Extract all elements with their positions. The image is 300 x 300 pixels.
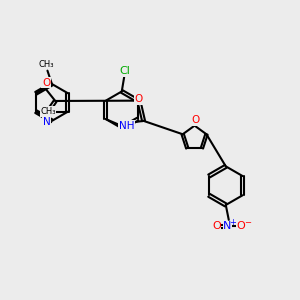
Text: CH₃: CH₃ xyxy=(40,107,56,116)
Text: CH₃: CH₃ xyxy=(38,60,54,69)
Text: NH: NH xyxy=(119,121,134,131)
Text: +: + xyxy=(229,218,236,227)
Text: O: O xyxy=(191,115,199,125)
Text: Cl: Cl xyxy=(119,66,130,76)
Text: O: O xyxy=(42,77,50,88)
Text: O: O xyxy=(237,221,246,231)
Text: −: − xyxy=(244,218,251,227)
Text: N: N xyxy=(43,117,50,127)
Text: O: O xyxy=(212,221,221,231)
Text: O: O xyxy=(135,94,143,104)
Text: N: N xyxy=(223,221,232,231)
